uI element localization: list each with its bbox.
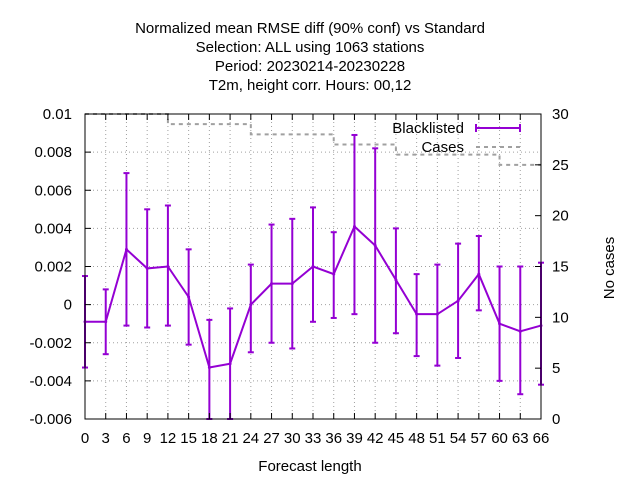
x-tick-label: 54: [450, 430, 467, 447]
y-tick-label: 0.008: [34, 144, 72, 161]
data-point: [207, 366, 211, 370]
data-point: [352, 224, 356, 228]
x-tick-label: 0: [81, 430, 89, 447]
x-tick-label: 63: [512, 430, 529, 447]
x-axis-label: Forecast length: [258, 458, 361, 475]
x-tick-label: 57: [470, 430, 487, 447]
y2-axis-label: No cases: [601, 237, 618, 300]
x-tick-label: 18: [201, 430, 218, 447]
x-tick-label: 45: [388, 430, 405, 447]
data-point: [394, 278, 398, 282]
x-tick-label: 48: [408, 430, 425, 447]
title-line: Selection: ALL using 1063 stations: [196, 39, 425, 56]
y-tick-label: 0.004: [34, 220, 72, 237]
y2-tick-label: 5: [552, 360, 560, 377]
data-point: [249, 303, 253, 307]
x-tick-label: 24: [242, 430, 259, 447]
y-tick-label: 0.006: [34, 182, 72, 199]
title-line: T2m, height corr. Hours: 00,12: [209, 77, 412, 94]
title-line: Period: 20230214-20230228: [215, 58, 405, 75]
data-point: [456, 299, 460, 303]
x-tick-label: 60: [491, 430, 508, 447]
x-tick-label: 51: [429, 430, 446, 447]
legend-label-blacklisted: Blacklisted: [392, 120, 464, 137]
chart-title: Normalized mean RMSE diff (90% conf) vs …: [135, 20, 485, 94]
y2-tick-label: 10: [552, 309, 569, 326]
data-point: [518, 329, 522, 333]
x-tick-label: 6: [122, 430, 130, 447]
x-tick-label: 33: [305, 430, 322, 447]
data-point: [332, 272, 336, 276]
y-tick-label: 0.002: [34, 259, 72, 276]
x-tick-label: 27: [263, 430, 280, 447]
y-tick-label: -0.004: [29, 373, 72, 390]
data-point: [415, 312, 419, 316]
y-tick-label: 0.01: [43, 106, 72, 123]
legend-label-cases: Cases: [421, 139, 464, 156]
cases-line: [85, 113, 541, 166]
data-point: [477, 272, 481, 276]
cases-series: [85, 113, 541, 166]
data-point: [498, 322, 502, 326]
data-point: [311, 265, 315, 268]
legend: Blacklisted Cases: [392, 120, 521, 156]
x-tick-label: 15: [180, 430, 197, 447]
axes: 0 3 6 9 12 15 18 21 24 27 30 33 36 39 42 45 48 51 54 57 60 63…: [29, 106, 568, 447]
data-point: [145, 266, 149, 270]
x-tick-label: 12: [160, 430, 177, 447]
y2-tick-label: 20: [552, 208, 569, 225]
y2-tick-label: 0: [552, 411, 560, 428]
data-point: [270, 282, 274, 286]
title-line: Normalized mean RMSE diff (90% conf) vs …: [135, 20, 485, 37]
data-point: [435, 312, 439, 316]
x-tick-label: 21: [222, 430, 239, 447]
x-tick-label: 30: [284, 430, 301, 447]
blacklisted-series: [82, 133, 544, 420]
data-point: [104, 320, 108, 324]
data-point: [124, 247, 128, 251]
data-point: [166, 265, 170, 268]
y-tick-label: 0: [64, 297, 72, 314]
y2-tick-label: 30: [552, 106, 569, 123]
y2-tick-label: 25: [552, 157, 569, 174]
x-tick-label: 9: [143, 430, 151, 447]
y-tick-label: -0.006: [29, 411, 72, 428]
x-tick-label: 66: [533, 430, 550, 447]
y-tick-label: -0.002: [29, 335, 72, 352]
x-tick-label: 39: [346, 430, 363, 447]
y2-tick-label: 15: [552, 259, 569, 276]
data-point: [290, 282, 294, 286]
x-tick-label: 36: [325, 430, 342, 447]
x-tick-label: 3: [102, 430, 110, 447]
x-tick-label: 42: [367, 430, 384, 447]
data-point: [373, 244, 377, 248]
data-point: [187, 295, 191, 299]
data-point: [228, 362, 232, 366]
